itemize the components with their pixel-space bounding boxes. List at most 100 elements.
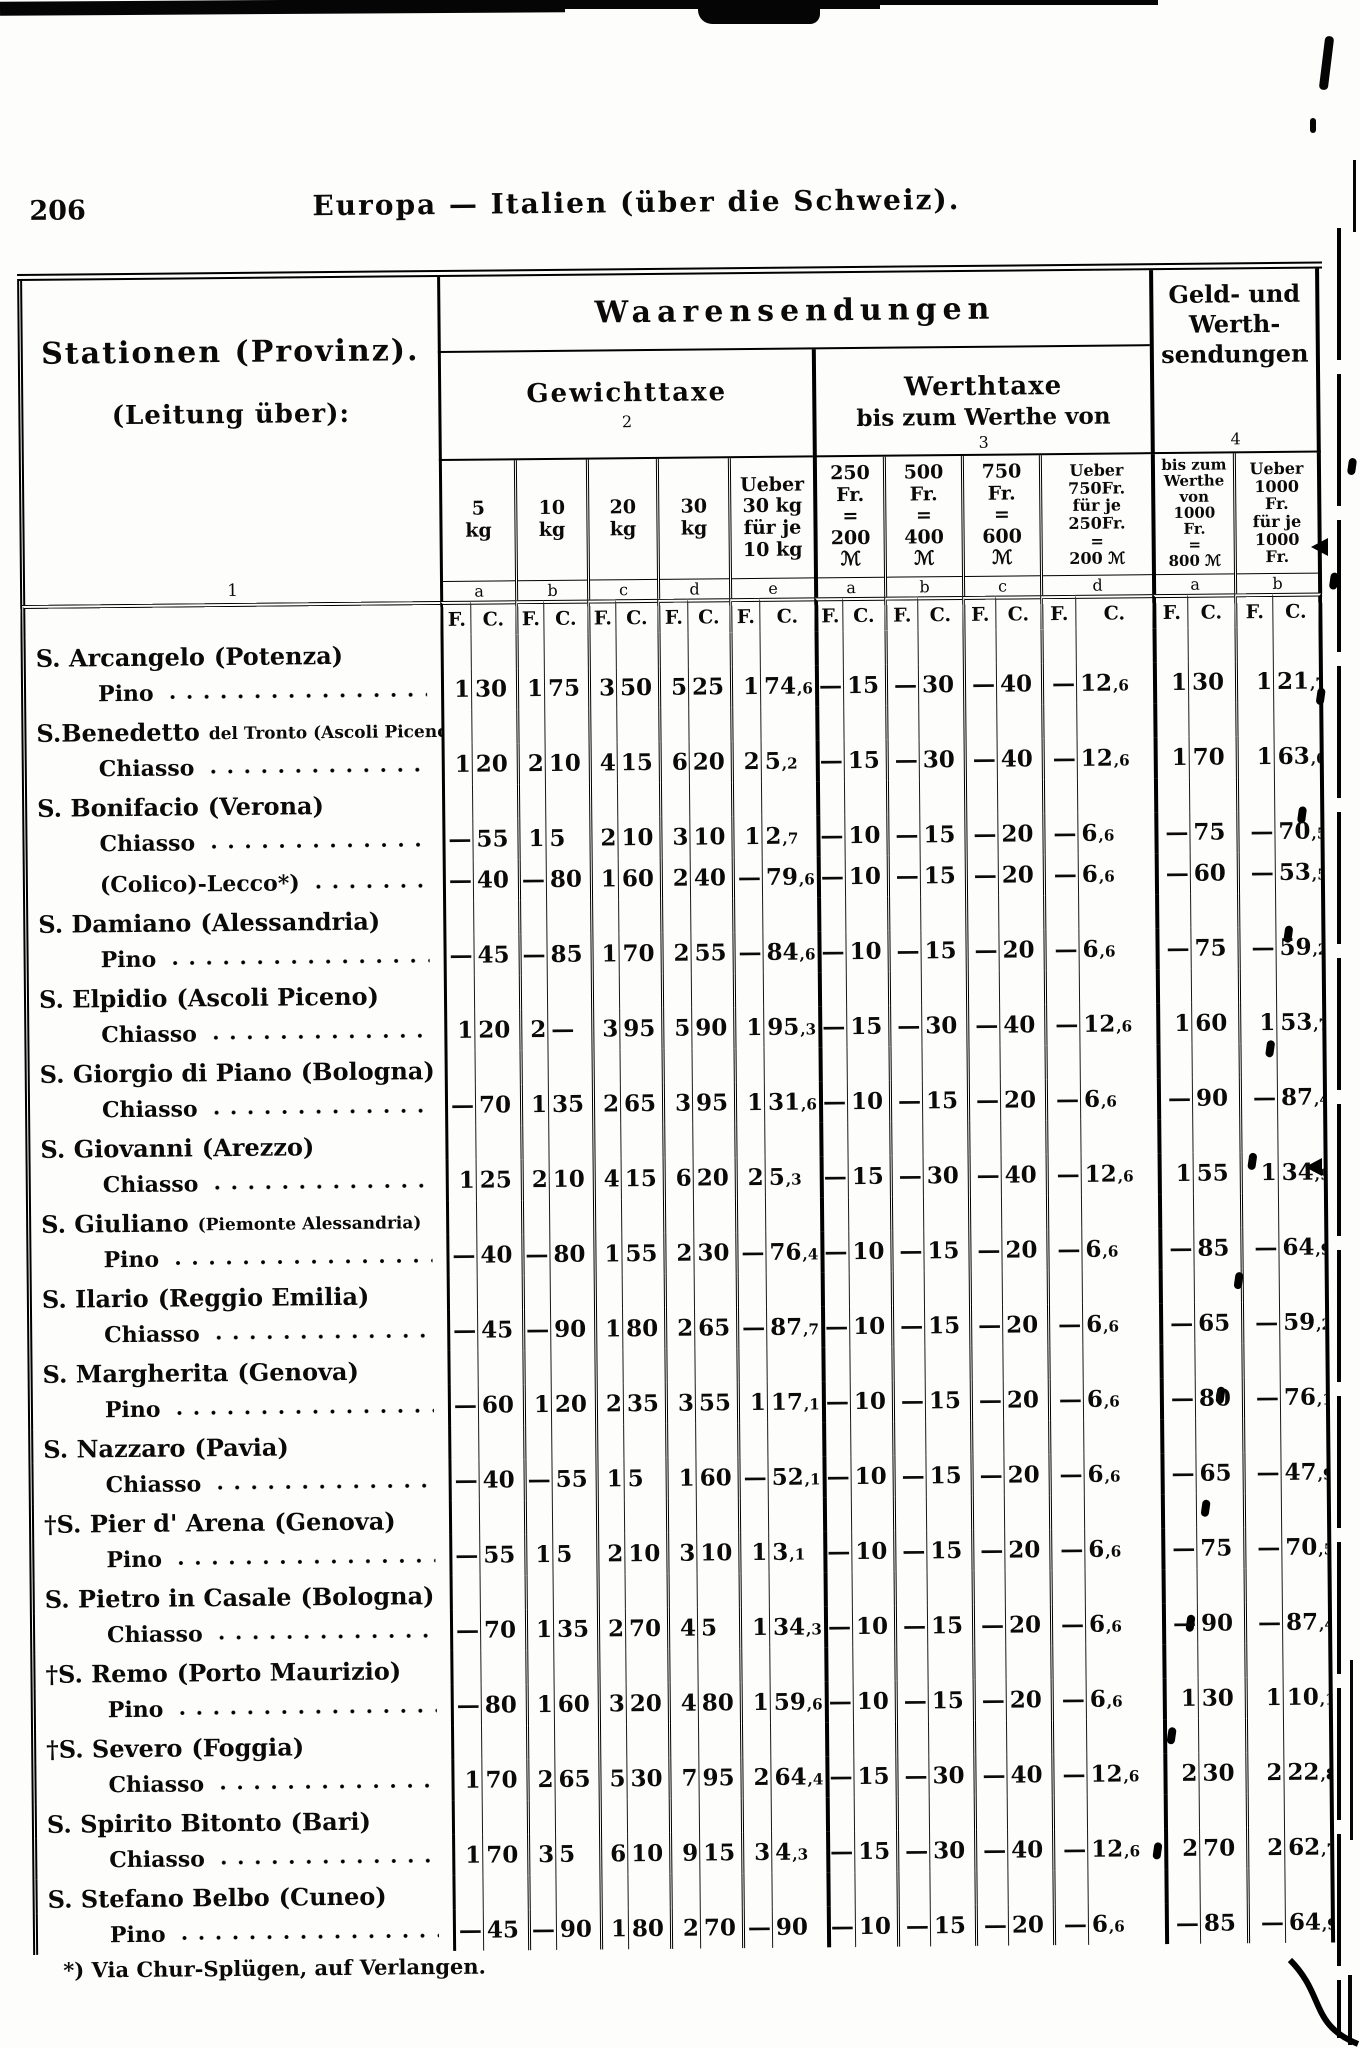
value-decimal: ,6 (1124, 1841, 1141, 1860)
value-centimes: 6,6 (1081, 1303, 1160, 1345)
value-franken (1041, 703, 1077, 739)
value-franken (590, 899, 619, 934)
value-franken: — (448, 1459, 479, 1501)
value-franken (518, 899, 547, 935)
value-decimal: ,5 (1311, 864, 1326, 884)
value-centimes (695, 1498, 739, 1533)
dot-leader (220, 1858, 439, 1866)
value-franken: 1 (440, 668, 472, 710)
value-centimes (626, 1798, 670, 1834)
value-centimes: 40 (999, 1004, 1045, 1046)
value-centimes: 40 (996, 738, 1042, 780)
route-row: Chiasso (32, 1834, 453, 1880)
value-franken: — (821, 1381, 851, 1423)
value-centimes: 15 (846, 1005, 889, 1048)
value-centimes (1191, 1043, 1239, 1078)
station-name: †S. Severo (46, 1733, 183, 1764)
value-centimes (854, 1871, 897, 1907)
value-centimes: 15 (699, 1832, 742, 1874)
route-via: Pino (97, 680, 154, 708)
value-franken: 1 (738, 1606, 770, 1649)
scan-artifact (698, 0, 820, 24)
value-centimes (474, 1050, 520, 1085)
value-franken: 3 (741, 1831, 772, 1874)
value-centimes: 10 (851, 1605, 895, 1648)
value-franken (1234, 627, 1273, 662)
scan-artifact (1287, 1957, 1360, 2047)
value-franken (1235, 776, 1275, 812)
value-centimes (1273, 701, 1324, 736)
value-franken (662, 1123, 693, 1158)
value-franken: — (892, 1455, 926, 1497)
value-centimes (920, 895, 966, 931)
value-franken (825, 1797, 855, 1832)
value-centimes: 70 (1199, 1827, 1247, 1869)
value-centimes: 35 (547, 1083, 593, 1125)
value-centimes: 20 (1004, 1529, 1050, 1571)
dot-leader (213, 1108, 432, 1116)
value-franken: — (824, 1681, 853, 1723)
subcolumn-header: bis zum Werthe von 1000 Fr. = 800 ℳ a (1150, 453, 1235, 595)
fc-label-centimes: C. (995, 595, 1041, 630)
value-centimes (850, 1496, 894, 1532)
value-centimes: 30 (1198, 1752, 1246, 1794)
value-centimes: 35 (552, 1608, 598, 1650)
value-centimes: 10,1 (1282, 1676, 1333, 1718)
value-franken (515, 634, 544, 669)
value-decimal: ,8 (1320, 1764, 1334, 1784)
value-centimes: 47,9 (1280, 1451, 1331, 1493)
value-franken: — (826, 1831, 855, 1873)
station-detail: (Pavia) (194, 1432, 289, 1463)
value-centimes (618, 973, 662, 1009)
value-franken: — (893, 1605, 928, 1647)
value-franken: 1 (1239, 1151, 1278, 1194)
fc-label-centimes: C. (615, 598, 658, 634)
value-franken: — (1240, 1226, 1279, 1269)
value-franken: 1 (525, 1683, 554, 1726)
value-centimes (621, 1273, 664, 1309)
value-franken: 2 (734, 1156, 765, 1199)
subcolumn-header: 750 Fr. = 600 ℳ c (960, 455, 1041, 596)
column-number: 3 (978, 432, 989, 452)
route-via: Chiasso (101, 1021, 198, 1049)
station-detail: (Genova) (237, 1356, 360, 1387)
value-decimal: ,9 (1314, 1164, 1328, 1184)
value-franken (817, 897, 846, 932)
value-franken: — (1164, 1902, 1201, 1945)
value-decimal: ,6 (1123, 1766, 1140, 1785)
value-centimes (852, 1646, 895, 1682)
value-decimal: ,6 (1100, 1092, 1117, 1111)
value-centimes (471, 784, 518, 819)
value-centimes (481, 1800, 528, 1835)
value-decimal: ,3 (785, 1170, 802, 1189)
value-franken: — (1042, 812, 1078, 855)
value-centimes: 95 (691, 1082, 735, 1124)
value-centimes (549, 1274, 594, 1309)
station-row: S. Spirito Bitonto (Bari) (31, 1800, 453, 1839)
value-decimal: ,7 (1321, 1839, 1335, 1859)
value-centimes (768, 1572, 824, 1607)
value-centimes: 10 (848, 1305, 892, 1348)
value-franken (1044, 1044, 1080, 1080)
column-number: 2 (621, 411, 633, 431)
value-franken (729, 631, 760, 667)
value-centimes (544, 783, 590, 818)
dot-leader (218, 1633, 437, 1641)
value-franken: — (896, 1905, 931, 1947)
value-franken: — (447, 1384, 479, 1426)
value-centimes (470, 634, 516, 669)
route-via: Chiasso (101, 1096, 198, 1124)
value-franken (822, 1497, 852, 1532)
value-franken: — (823, 1606, 853, 1648)
value-decimal: ,3 (806, 1619, 823, 1639)
station-name: S. Margherita (42, 1358, 229, 1389)
value-franken: 1 (524, 1608, 554, 1651)
value-franken (892, 1421, 926, 1456)
subcolumn-header: 10 kg b (513, 459, 588, 601)
value-franken (887, 896, 921, 931)
value-centimes: 62,7 (1284, 1826, 1335, 1868)
station-detail: (Piemonte Alessandria) (197, 1213, 422, 1236)
value-franken: — (1041, 737, 1077, 780)
value-centimes: 15 (926, 1529, 972, 1572)
value-centimes: 35 (622, 1382, 666, 1425)
